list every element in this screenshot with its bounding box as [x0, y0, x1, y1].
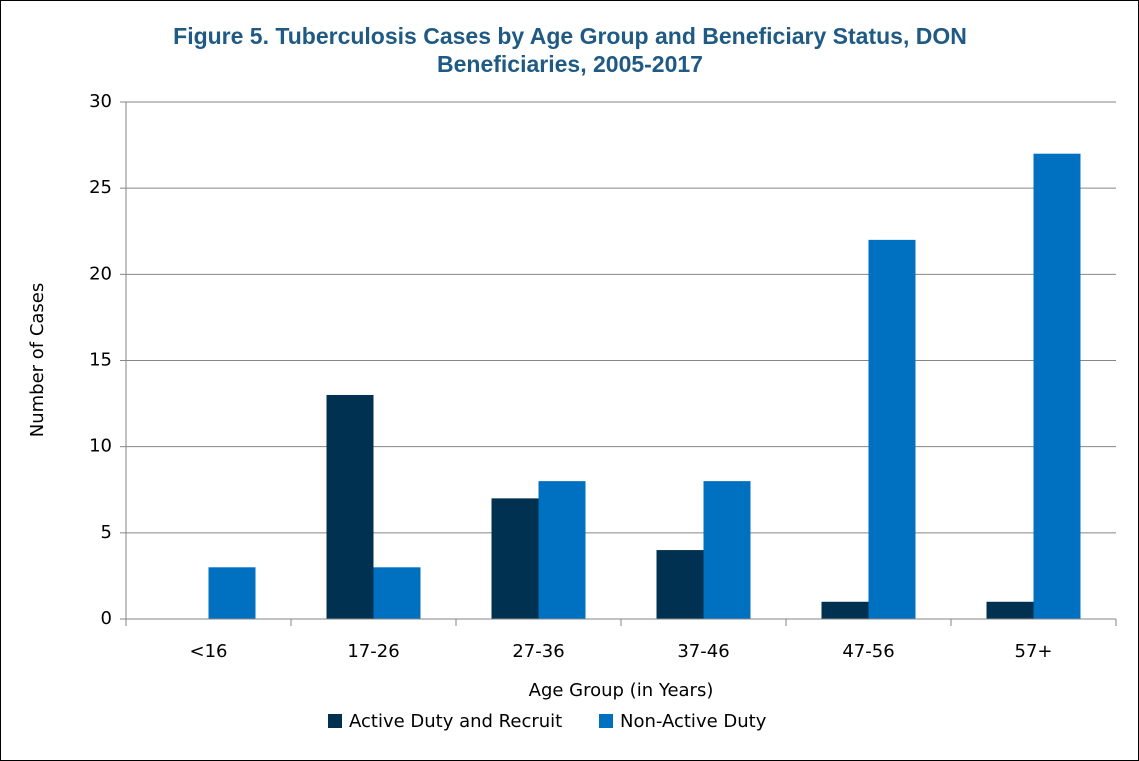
bar [703, 481, 751, 619]
y-tick-label: 15 [89, 350, 112, 371]
y-tick-label: 25 [89, 177, 112, 198]
bar [208, 567, 256, 619]
x-tick-label: 17-26 [347, 641, 399, 662]
bar [373, 567, 421, 619]
legend-swatch [328, 714, 342, 728]
bar [538, 481, 586, 619]
bar [656, 550, 704, 619]
legend-label: Non-Active Duty [620, 711, 767, 732]
legend-label: Active Duty and Recruit [349, 711, 562, 732]
legend-swatch [599, 714, 613, 728]
bar [868, 239, 916, 619]
bar [1033, 153, 1081, 619]
y-tick-label: 10 [89, 436, 112, 457]
bar [986, 601, 1034, 619]
y-tick-label: 5 [101, 522, 112, 543]
y-axis-label: Number of Cases [27, 283, 48, 438]
y-tick-label: 30 [89, 91, 112, 112]
y-tick-label: 20 [89, 263, 112, 284]
bar [326, 394, 374, 619]
x-tick-label: 57+ [1015, 641, 1053, 662]
bar [491, 498, 539, 619]
x-tick-label: 37-46 [677, 641, 729, 662]
bar [821, 601, 869, 619]
chart-title: Figure 5. Tuberculosis Cases by Age Grou… [173, 23, 967, 77]
x-tick-label: 27-36 [512, 641, 564, 662]
x-tick-label: <16 [190, 641, 228, 662]
x-tick-label: 47-56 [842, 641, 894, 662]
x-axis-label: Age Group (in Years) [529, 680, 714, 701]
y-tick-label: 0 [101, 608, 112, 629]
